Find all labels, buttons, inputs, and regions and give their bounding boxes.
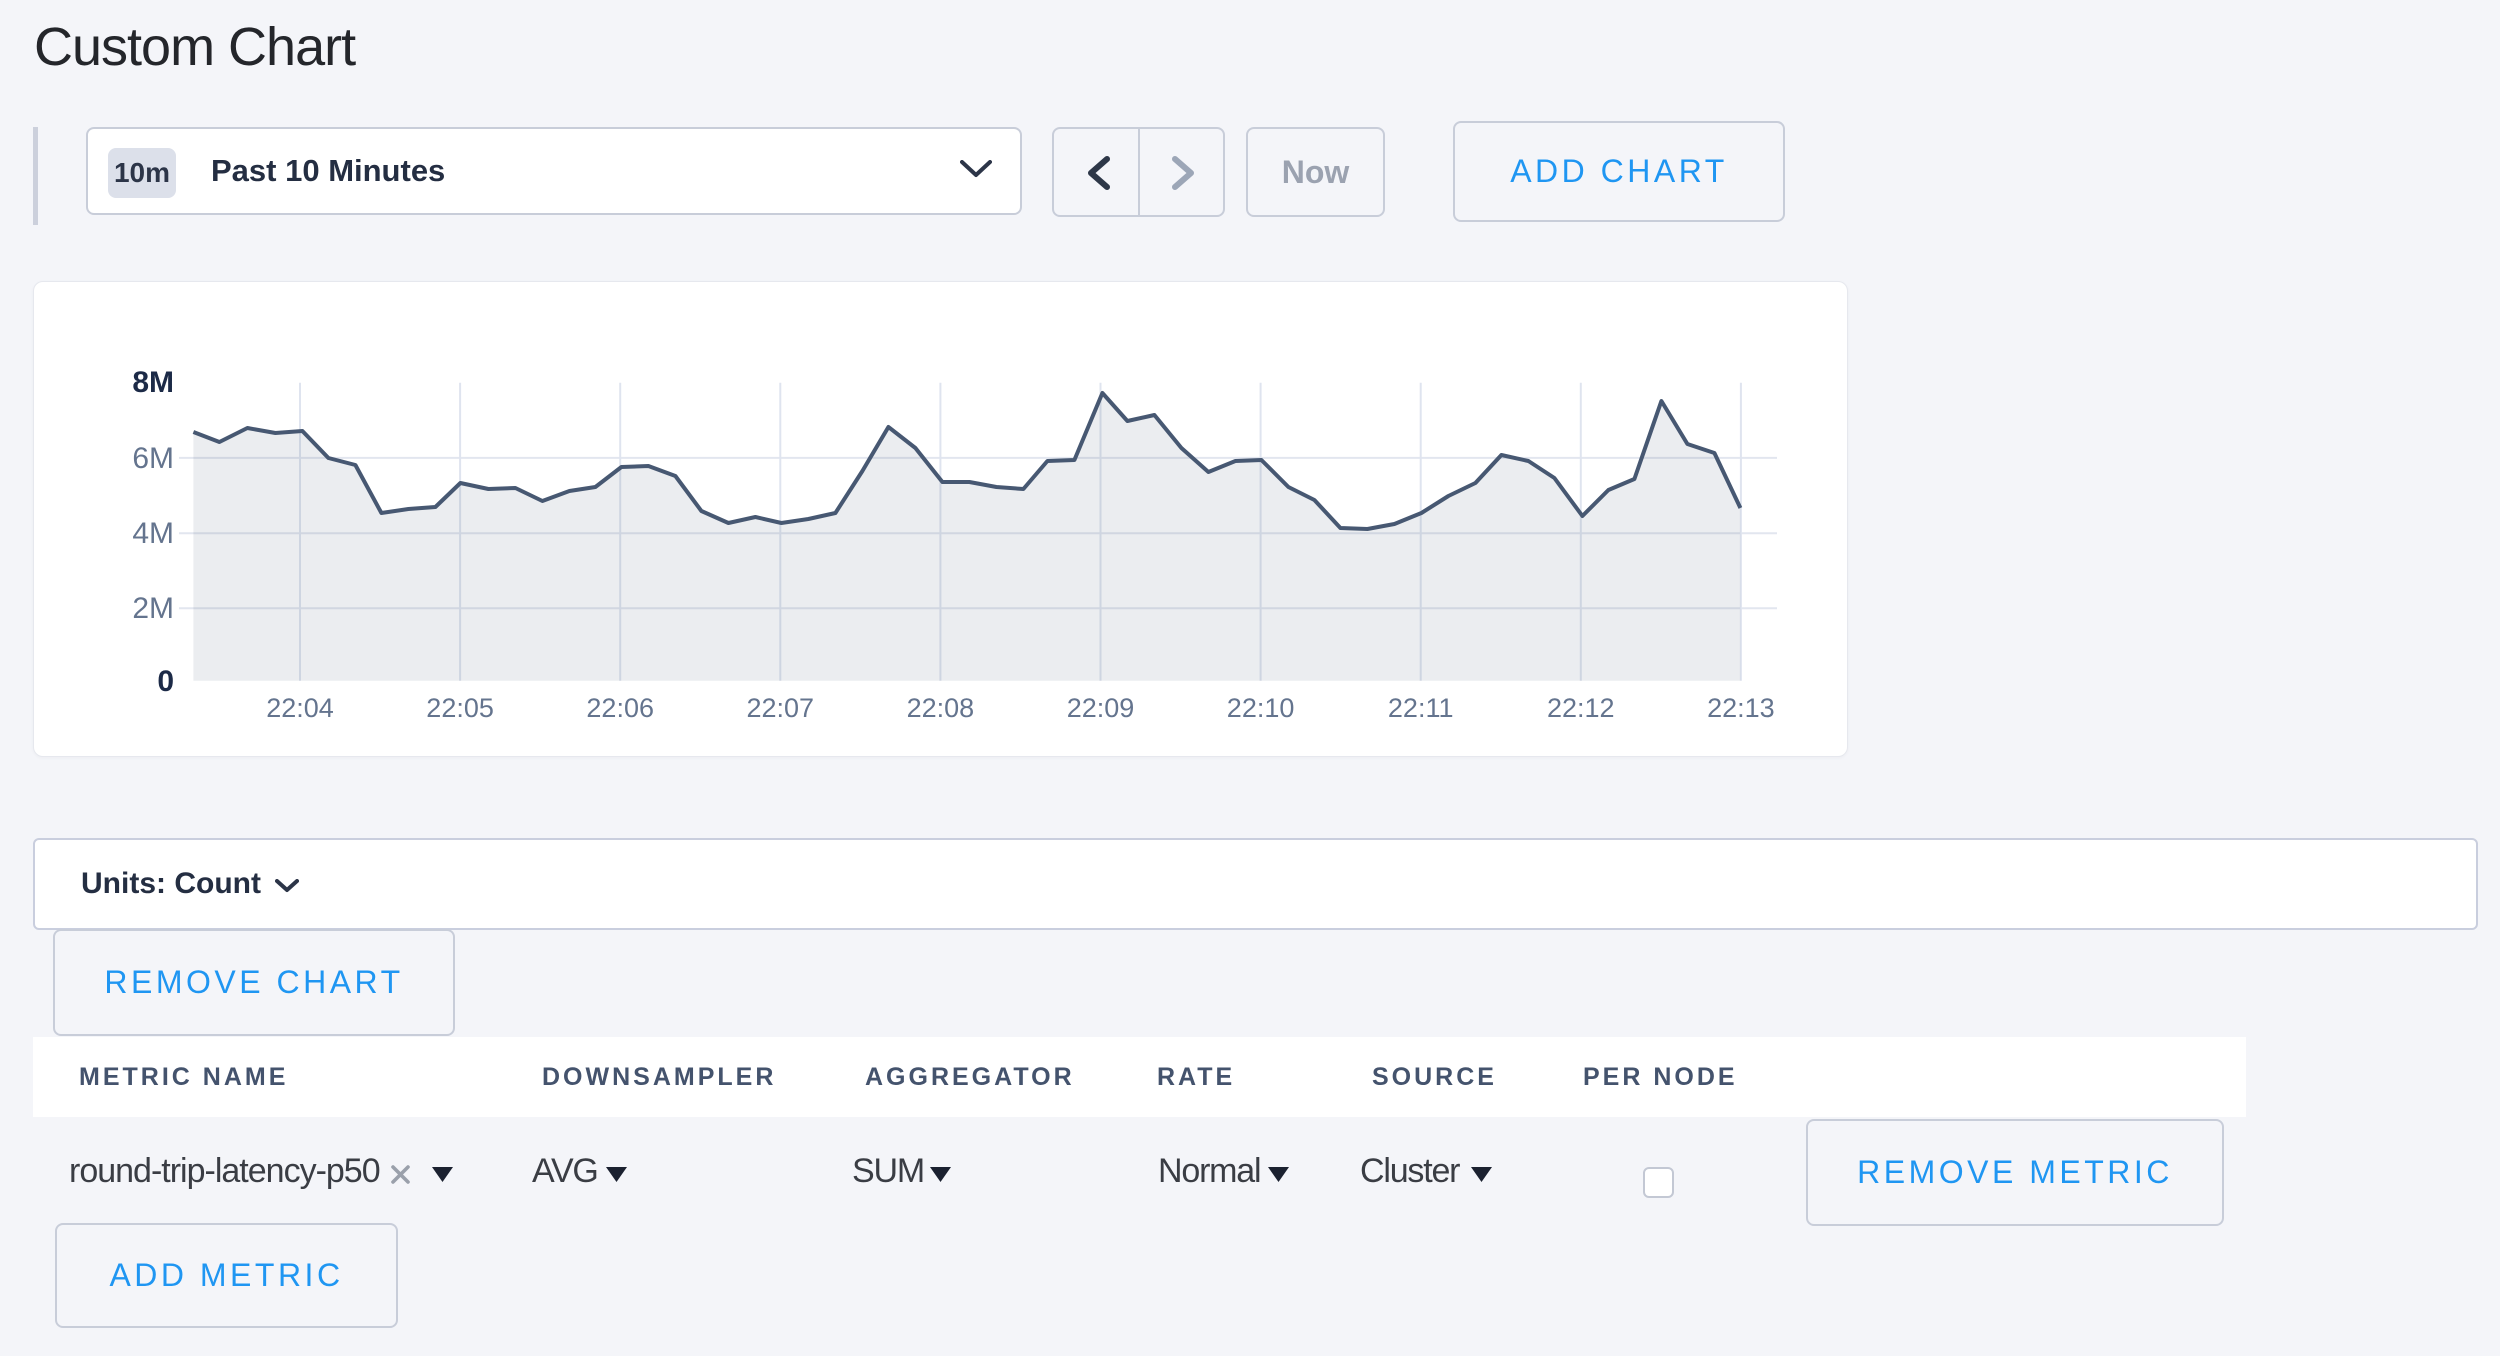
svg-text:22:06: 22:06 <box>586 693 654 723</box>
svg-text:22:12: 22:12 <box>1547 693 1615 723</box>
svg-text:22:09: 22:09 <box>1067 693 1135 723</box>
svg-text:22:13: 22:13 <box>1707 693 1775 723</box>
svg-text:22:10: 22:10 <box>1227 693 1295 723</box>
svg-text:8M: 8M <box>132 366 174 399</box>
svg-text:4M: 4M <box>132 517 174 550</box>
svg-text:6M: 6M <box>132 442 174 475</box>
svg-text:22:07: 22:07 <box>747 693 815 723</box>
svg-text:22:11: 22:11 <box>1388 693 1454 723</box>
svg-text:22:04: 22:04 <box>266 693 334 723</box>
svg-text:22:05: 22:05 <box>426 693 494 723</box>
svg-text:22:08: 22:08 <box>907 693 975 723</box>
svg-text:2M: 2M <box>132 592 174 625</box>
svg-text:0: 0 <box>157 665 174 698</box>
